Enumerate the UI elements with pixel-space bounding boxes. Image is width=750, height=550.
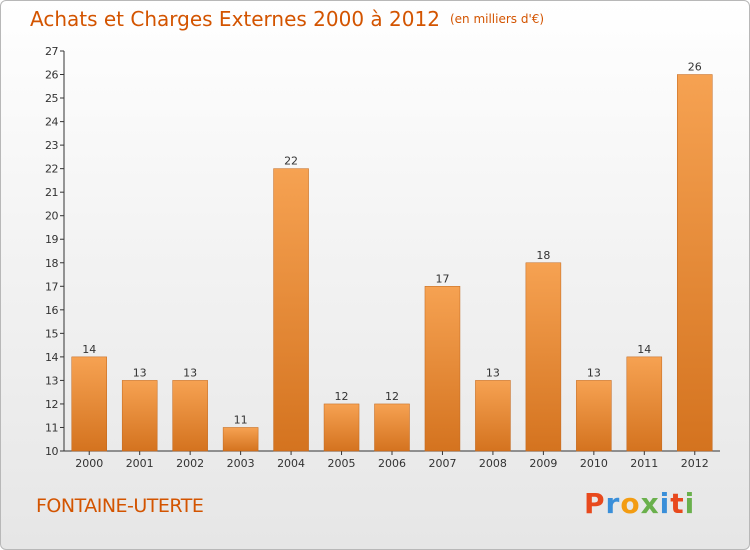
y-tick-label: 16 — [45, 304, 58, 317]
bar-2006 — [374, 403, 410, 452]
logo-letter: i — [684, 487, 696, 520]
y-tick-label: 10 — [45, 445, 58, 458]
bar-2002 — [172, 380, 208, 452]
data-label-2005: 12 — [335, 390, 349, 403]
bar-2001 — [121, 380, 158, 452]
x-tick-label-2005: 2005 — [328, 457, 356, 470]
y-tick-label: 25 — [45, 92, 58, 105]
y-tick-label: 22 — [45, 163, 58, 176]
x-tick-label-2003: 2003 — [227, 457, 255, 470]
data-label-2003: 11 — [234, 413, 248, 426]
x-tick-label-2007: 2007 — [428, 457, 456, 470]
bar-2004 — [273, 168, 309, 452]
logo-letter: i — [659, 487, 671, 520]
y-tick-label: 12 — [45, 398, 58, 411]
y-tick-label: 20 — [45, 210, 58, 223]
y-tick-label: 23 — [45, 139, 58, 152]
bar-2005 — [323, 403, 360, 452]
bar-2008 — [475, 380, 511, 452]
y-tick-label: 17 — [45, 280, 58, 293]
logo-letter: t — [670, 487, 685, 520]
data-label-2011: 14 — [637, 343, 651, 356]
y-tick-label: 13 — [45, 374, 58, 387]
x-tick-label-2011: 2011 — [630, 457, 658, 470]
data-label-2009: 18 — [536, 249, 550, 262]
y-tick-label: 18 — [45, 257, 58, 270]
data-label-2008: 13 — [486, 366, 500, 379]
y-tick-label: 27 — [45, 45, 58, 58]
y-tick-label: 14 — [45, 351, 58, 364]
data-label-2001: 13 — [133, 366, 147, 379]
bar-2007 — [424, 286, 461, 452]
chart-title: Achats et Charges Externes 2000 à 2012 (e… — [30, 7, 544, 31]
data-label-2010: 13 — [587, 366, 601, 379]
data-label-2000: 14 — [82, 343, 96, 356]
logo-letter: r — [605, 487, 621, 520]
x-tick-label-2004: 2004 — [277, 457, 305, 470]
logo-letter: x — [640, 487, 660, 520]
logo-letter: P — [584, 487, 606, 520]
data-label-2006: 12 — [385, 390, 399, 403]
x-tick-label-2006: 2006 — [378, 457, 406, 470]
x-tick-label-2008: 2008 — [479, 457, 507, 470]
bar-2003 — [222, 427, 259, 452]
y-tick-label: 21 — [45, 186, 58, 199]
proxiti-logo[interactable]: Proxiti — [584, 487, 695, 520]
data-label-2002: 13 — [183, 366, 197, 379]
bar-2009 — [525, 262, 562, 452]
x-tick-label-2009: 2009 — [529, 457, 557, 470]
data-label-2012: 26 — [688, 61, 702, 74]
x-tick-label-2010: 2010 — [580, 457, 608, 470]
chart-title-text: Achats et Charges Externes 2000 à 2012 — [30, 7, 440, 31]
chart-unit-label: (en milliers d'€) — [449, 12, 545, 26]
x-tick-label-2000: 2000 — [75, 457, 103, 470]
bar-2010 — [576, 380, 612, 452]
logo-letter: o — [620, 487, 641, 520]
bar-2011 — [626, 356, 663, 452]
x-tick-label-2002: 2002 — [176, 457, 204, 470]
y-tick-label: 11 — [45, 421, 58, 434]
data-label-2004: 22 — [284, 155, 298, 168]
data-label-2007: 17 — [435, 272, 449, 285]
x-tick-label-2012: 2012 — [681, 457, 709, 470]
bar-2000 — [71, 356, 107, 452]
bar-2012 — [677, 74, 713, 452]
x-tick-label-2001: 2001 — [126, 457, 154, 470]
y-tick-label: 15 — [45, 327, 58, 340]
place-name: FONTAINE-UTERTE — [36, 495, 204, 517]
y-tick-label: 24 — [45, 116, 58, 129]
y-tick-label: 19 — [45, 233, 58, 246]
y-tick-label: 26 — [45, 69, 58, 82]
